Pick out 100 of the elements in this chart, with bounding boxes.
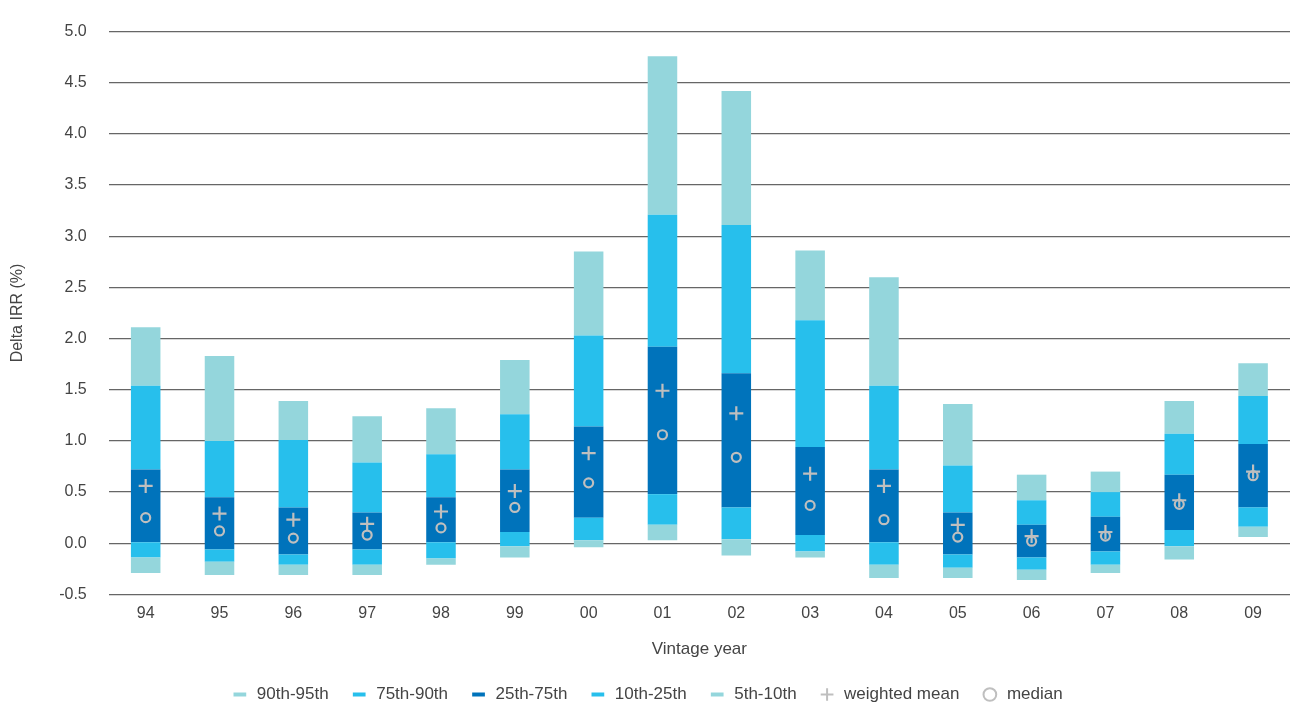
x-tick-label: 95 xyxy=(210,604,229,622)
bar xyxy=(426,542,456,559)
bar xyxy=(130,469,161,543)
x-axis-title: Vintage year xyxy=(651,639,748,659)
point xyxy=(213,525,226,537)
bar xyxy=(1090,564,1121,573)
bar xyxy=(500,531,530,547)
bar xyxy=(943,512,973,555)
x-tick-label: 97 xyxy=(358,604,377,622)
point xyxy=(656,429,669,441)
point xyxy=(949,516,966,533)
bar xyxy=(204,440,235,498)
bar xyxy=(130,542,161,558)
x-tick-label: 02 xyxy=(727,604,746,622)
point xyxy=(730,451,742,463)
bar xyxy=(1164,401,1195,434)
bar xyxy=(721,373,752,508)
x-tick-label: 98 xyxy=(432,604,450,622)
bar xyxy=(1090,551,1121,565)
bar xyxy=(943,567,973,579)
point xyxy=(728,405,745,422)
x-tick-label: 07 xyxy=(1096,604,1115,622)
point xyxy=(804,499,816,511)
bar xyxy=(1238,526,1268,538)
point xyxy=(802,465,819,482)
bar xyxy=(130,385,161,470)
y-tick-label: 2.0 xyxy=(64,328,87,346)
bar xyxy=(352,549,382,565)
x-tick-label: 09 xyxy=(1244,604,1263,622)
point xyxy=(1173,498,1185,510)
legend-label: 5th-10th xyxy=(734,684,797,704)
point xyxy=(580,445,597,462)
bar xyxy=(721,225,752,374)
point xyxy=(509,501,521,514)
bar xyxy=(647,524,678,541)
x-tick-label: 08 xyxy=(1170,604,1189,622)
bar xyxy=(1164,546,1195,560)
y-tick-label: 2.5 xyxy=(64,277,87,295)
bar xyxy=(1238,443,1268,508)
bar xyxy=(426,408,456,455)
bar xyxy=(795,447,825,536)
x-tick-label: 94 xyxy=(136,604,155,622)
bar xyxy=(1238,395,1268,444)
bar xyxy=(869,277,899,386)
point xyxy=(878,514,890,526)
point xyxy=(435,522,447,534)
legend-label: 75th-90th xyxy=(376,684,449,704)
point xyxy=(654,382,671,399)
y-tick-label: 0.0 xyxy=(64,533,87,551)
x-tick-label: 06 xyxy=(1022,604,1041,622)
bar xyxy=(130,557,161,573)
y-tick-label: 1.5 xyxy=(64,380,87,398)
bar xyxy=(352,462,382,513)
bar xyxy=(278,564,309,575)
bar xyxy=(869,542,899,565)
bar xyxy=(795,551,825,558)
bar xyxy=(204,549,235,562)
x-tick-label: 04 xyxy=(875,604,893,622)
bar xyxy=(573,517,604,541)
y-tick-label: 1.0 xyxy=(64,431,87,449)
bar xyxy=(500,546,530,558)
bar xyxy=(1016,557,1047,570)
bar xyxy=(943,465,973,513)
y-tick-label: -0.5 xyxy=(59,584,87,602)
x-tick-label: 99 xyxy=(505,604,524,622)
bar xyxy=(647,494,678,525)
bar xyxy=(721,90,752,225)
bar xyxy=(795,535,825,552)
legend-label: median xyxy=(1006,684,1063,704)
point xyxy=(287,532,299,544)
bar xyxy=(130,327,161,386)
bar xyxy=(500,469,530,532)
y-tick-label: 3.5 xyxy=(64,175,87,193)
bar xyxy=(352,416,382,463)
bar xyxy=(278,439,309,508)
bar xyxy=(426,454,456,498)
bar xyxy=(943,554,973,568)
bar xyxy=(869,385,899,470)
bar xyxy=(795,250,825,321)
bar xyxy=(647,346,678,495)
legend-label: 90th-95th xyxy=(256,684,329,704)
bar xyxy=(1016,569,1047,581)
x-tick-label: 05 xyxy=(948,604,967,622)
bar xyxy=(1090,492,1121,517)
bar xyxy=(573,540,604,548)
bar xyxy=(1164,433,1195,475)
bar xyxy=(869,564,899,579)
bar xyxy=(352,564,382,575)
bar xyxy=(573,335,604,427)
bar xyxy=(426,497,456,543)
x-tick-label: 01 xyxy=(653,604,672,622)
bar xyxy=(869,469,899,543)
bar xyxy=(721,539,752,556)
bar xyxy=(721,507,752,540)
bar xyxy=(943,404,973,466)
legend-label: weighted mean xyxy=(843,684,960,704)
legend-label: 10th-25th xyxy=(614,684,687,704)
legend-label: 25th-75th xyxy=(495,684,568,704)
y-tick-label: 4.0 xyxy=(64,124,87,142)
bar xyxy=(573,426,604,518)
